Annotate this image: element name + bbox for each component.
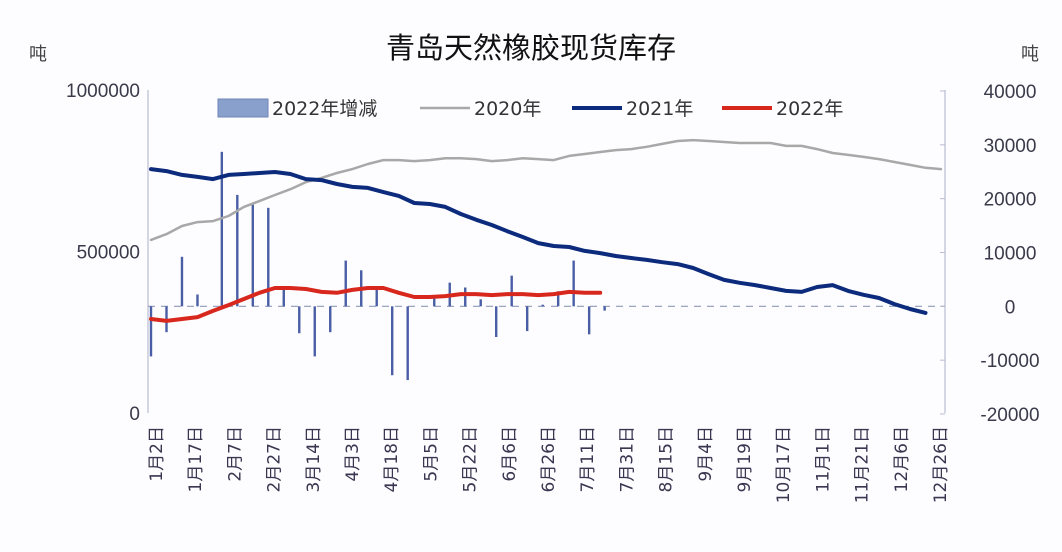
bar: [149, 306, 153, 357]
bar: [298, 306, 301, 334]
line-series: [149, 138, 943, 323]
bar: [541, 304, 544, 307]
x-tick-label: 11月1日: [813, 426, 833, 492]
right-tick-label: -10000: [980, 351, 1039, 372]
x-tick-label: 7月11日: [578, 426, 598, 492]
bar: [391, 306, 394, 376]
right-tick-label: -20000: [980, 405, 1039, 426]
bar: [464, 287, 467, 307]
bar: [196, 294, 199, 307]
bar: [572, 260, 575, 307]
x-tick-label: 1月17日: [186, 426, 206, 492]
line-2022年: [149, 286, 603, 323]
x-tick-label: 11月21日: [853, 426, 873, 503]
x-tick-label: 12月26日: [931, 426, 951, 503]
bar: [220, 151, 224, 307]
x-tick-label: 8月15日: [657, 426, 677, 492]
x-tick-label: 6月6日: [500, 426, 520, 482]
bar: [556, 291, 560, 307]
x-tick-label: 7月31日: [617, 426, 637, 492]
right-tick-label: 30000: [984, 136, 1037, 157]
bar: [236, 194, 239, 307]
bar: [525, 306, 529, 332]
bar: [587, 306, 591, 335]
left-tick-label: 500000: [77, 243, 140, 264]
bar: [329, 306, 332, 333]
x-tick-label: 9月4日: [696, 426, 716, 482]
bar-series: [149, 151, 606, 381]
bar: [510, 275, 513, 307]
axes: 0 500000 1000000 -20000 -10000 0 10000 20000 300…: [66, 81, 1040, 503]
x-tick-label: 1月2日: [147, 426, 167, 482]
legend-label: 2022年增减: [272, 98, 377, 120]
legend-swatch-bar: [217, 98, 269, 118]
right-tick-label: 40000: [984, 82, 1037, 103]
legend: 2022年增减 2020年 2021年 2022年: [217, 98, 843, 120]
chart-title: 青岛天然橡胶现货库存: [386, 31, 676, 65]
right-axis-unit: 吨: [1021, 44, 1039, 65]
bar: [313, 306, 316, 357]
x-tick-label: 2月7日: [225, 426, 245, 482]
left-tick-label: 0: [129, 404, 140, 425]
x-tick-label: 5月22日: [461, 426, 481, 492]
bar: [375, 286, 378, 307]
right-tick-label: 0: [1005, 297, 1016, 318]
legend-label: 2022年: [776, 98, 843, 120]
bar: [406, 306, 409, 381]
right-tick-label: 10000: [984, 244, 1037, 265]
bar: [433, 295, 436, 307]
bar: [495, 306, 498, 338]
left-tick-label: 1000000: [66, 81, 140, 102]
bar: [267, 207, 270, 307]
x-tick-label: 2月27日: [265, 426, 285, 492]
right-tick-label: 20000: [984, 190, 1037, 211]
x-tick-label: 10月17日: [774, 426, 794, 503]
bar: [603, 306, 606, 311]
x-tick-label: 4月3日: [343, 426, 363, 482]
x-tick-label: 9月19日: [735, 426, 755, 492]
bar: [251, 204, 254, 307]
bar: [180, 256, 184, 307]
line-2020年: [149, 138, 943, 242]
legend-label: 2020年: [474, 98, 541, 120]
x-tick-label: 4月18日: [382, 426, 402, 492]
x-tick-label: 12月6日: [892, 426, 912, 492]
x-tick-label: 5月5日: [421, 426, 441, 482]
legend-label: 2021年: [626, 98, 693, 120]
left-axis-unit: 吨: [29, 44, 47, 65]
bar: [479, 299, 482, 307]
bar: [282, 289, 285, 307]
bar: [344, 260, 347, 307]
x-tick-label: 6月26日: [539, 426, 559, 492]
line-2021年: [149, 167, 928, 315]
x-tick-label: 3月14日: [304, 426, 324, 492]
